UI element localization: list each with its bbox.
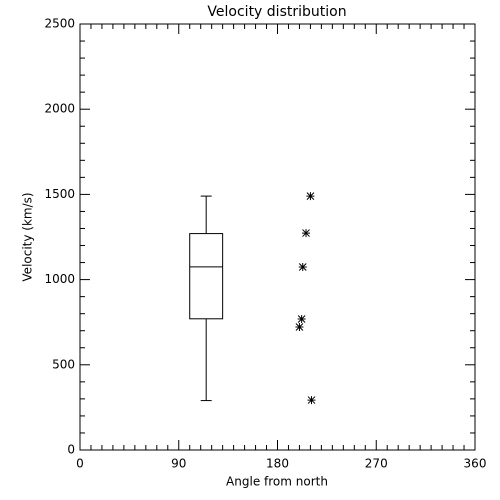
y-tick-label: 500 bbox=[52, 357, 75, 371]
y-tick-label: 1500 bbox=[44, 187, 75, 201]
y-axis-label: Velocity (km/s) bbox=[21, 192, 35, 281]
outlier-point bbox=[306, 192, 315, 201]
outlier-point bbox=[295, 322, 304, 331]
x-axis-label: Angle from north bbox=[226, 475, 328, 489]
y-tick-label: 0 bbox=[67, 443, 75, 457]
outlier-point bbox=[297, 314, 306, 323]
y-tick-label: 1000 bbox=[44, 272, 75, 286]
outlier-point bbox=[298, 262, 307, 271]
x-tick-label: 270 bbox=[365, 457, 388, 471]
outlier-point bbox=[302, 229, 311, 238]
x-tick-label: 180 bbox=[266, 457, 289, 471]
chart-title: Velocity distribution bbox=[207, 4, 346, 20]
x-tick-label: 90 bbox=[171, 457, 186, 471]
x-tick-label: 0 bbox=[76, 457, 84, 471]
y-tick-label: 2500 bbox=[44, 17, 75, 31]
outlier-point bbox=[307, 396, 316, 405]
x-tick-label: 360 bbox=[464, 457, 487, 471]
y-tick-label: 2000 bbox=[44, 102, 75, 116]
